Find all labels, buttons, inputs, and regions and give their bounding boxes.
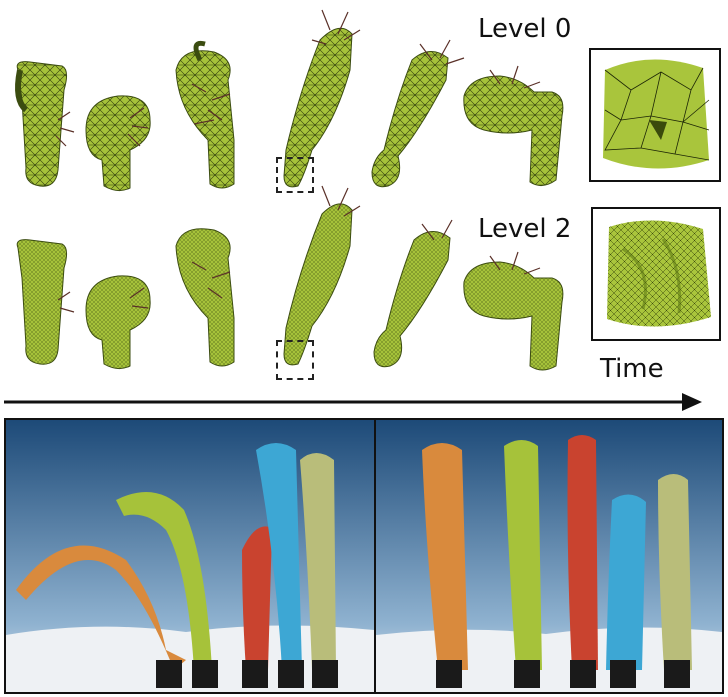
coarse-mesh-closeup — [591, 50, 719, 180]
tube-frame-5 — [373, 231, 451, 368]
time-arrow — [4, 393, 702, 411]
tube-frame-6 — [463, 261, 564, 371]
time-label: Time — [600, 354, 664, 384]
fine-mesh-closeup — [593, 209, 719, 339]
rendered-scene-left — [6, 420, 374, 692]
tube-frame-3 — [175, 50, 235, 189]
row-label-level-2: Level 2 — [478, 214, 572, 244]
level-2-frames — [16, 203, 564, 371]
render-panel-right — [374, 418, 724, 694]
rendered-scene-right — [376, 420, 722, 692]
level-0-frames — [15, 27, 564, 192]
tube-frame-3 — [175, 228, 235, 367]
simulation-sequence — [15, 9, 564, 371]
zoom-inset-level-2 — [591, 207, 721, 341]
tube-frame-1 — [16, 239, 68, 365]
zoom-region-level-2 — [276, 340, 314, 380]
tube-frame-5 — [371, 51, 449, 188]
render-panel-left — [4, 418, 376, 694]
tube-frame-2 — [85, 275, 151, 370]
zoom-region-level-0 — [276, 157, 314, 193]
tube-frame-4 — [283, 203, 353, 366]
tufts — [55, 9, 541, 313]
row-label-level-0: Level 0 — [478, 14, 572, 44]
tube-frame-4 — [283, 27, 353, 188]
tube-frame-1 — [16, 61, 68, 187]
tube-frame-6 — [463, 75, 564, 186]
tube-frame-2 — [85, 95, 151, 192]
zoom-inset-level-0 — [589, 48, 721, 182]
